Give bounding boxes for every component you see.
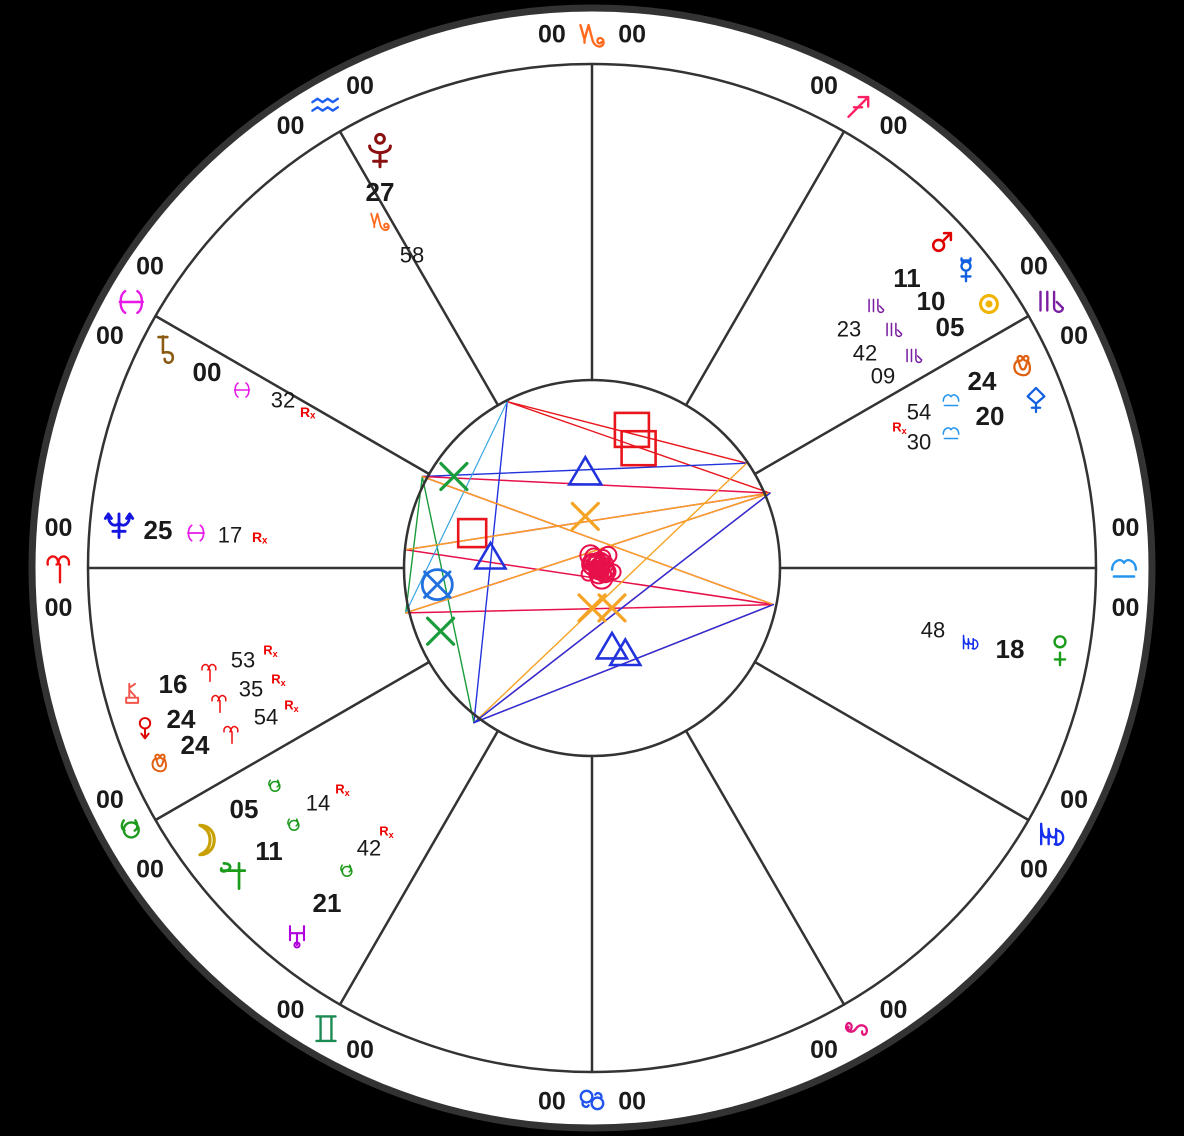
svg-text:00: 00 (1020, 855, 1048, 883)
svg-text:05: 05 (936, 312, 965, 342)
svg-text:14: 14 (306, 791, 330, 816)
svg-text:00: 00 (45, 594, 73, 622)
svg-text:27: 27 (366, 177, 395, 207)
svg-text:00: 00 (880, 996, 908, 1024)
svg-text:16: 16 (159, 669, 188, 699)
svg-text:58: 58 (400, 243, 424, 268)
svg-text:42: 42 (853, 341, 877, 366)
svg-text:32: 32 (271, 388, 295, 413)
svg-text:53: 53 (231, 648, 255, 673)
svg-text:x: x (262, 536, 268, 547)
svg-text:00: 00 (810, 1036, 838, 1064)
svg-text:00: 00 (538, 1087, 566, 1115)
svg-text:00: 00 (1060, 786, 1088, 814)
svg-text:48: 48 (921, 618, 945, 643)
svg-text:18: 18 (996, 634, 1025, 664)
svg-text:09: 09 (871, 364, 895, 389)
svg-text:35: 35 (239, 677, 263, 702)
svg-text:x: x (389, 830, 394, 840)
svg-text:54: 54 (254, 705, 278, 730)
svg-text:17: 17 (218, 523, 242, 548)
svg-text:x: x (281, 678, 286, 688)
svg-text:30: 30 (907, 430, 931, 455)
svg-text:00: 00 (1112, 514, 1140, 542)
svg-text:00: 00 (136, 855, 164, 883)
svg-text:42: 42 (357, 836, 381, 861)
svg-text:00: 00 (346, 1036, 374, 1064)
svg-text:00: 00 (96, 322, 124, 350)
svg-text:24: 24 (181, 730, 210, 760)
svg-text:00: 00 (880, 112, 908, 140)
svg-text:23: 23 (837, 317, 861, 342)
svg-text:R: R (300, 404, 310, 420)
svg-text:x: x (294, 704, 299, 714)
svg-text:00: 00 (136, 253, 164, 281)
svg-text:00: 00 (538, 21, 566, 49)
svg-text:00: 00 (277, 112, 305, 140)
svg-text:00: 00 (96, 786, 124, 814)
svg-text:00: 00 (1020, 253, 1048, 281)
svg-text:00: 00 (1112, 594, 1140, 622)
svg-text:00: 00 (45, 514, 73, 542)
svg-text:24: 24 (968, 366, 997, 396)
svg-text:20: 20 (976, 401, 1005, 431)
svg-text:11: 11 (255, 836, 283, 866)
svg-text:x: x (310, 411, 316, 422)
svg-text:25: 25 (144, 515, 173, 545)
svg-text:R: R (252, 529, 262, 545)
svg-text:21: 21 (313, 888, 342, 918)
svg-text:00: 00 (193, 357, 222, 387)
svg-text:00: 00 (277, 996, 305, 1024)
svg-text:05: 05 (230, 794, 259, 824)
svg-text:x: x (345, 788, 350, 798)
svg-text:x: x (273, 649, 278, 659)
svg-text:00: 00 (618, 21, 646, 49)
svg-text:54: 54 (907, 400, 931, 425)
svg-text:00: 00 (810, 72, 838, 100)
svg-text:00: 00 (1060, 322, 1088, 350)
svg-text:00: 00 (346, 72, 374, 100)
svg-text:00: 00 (618, 1087, 646, 1115)
